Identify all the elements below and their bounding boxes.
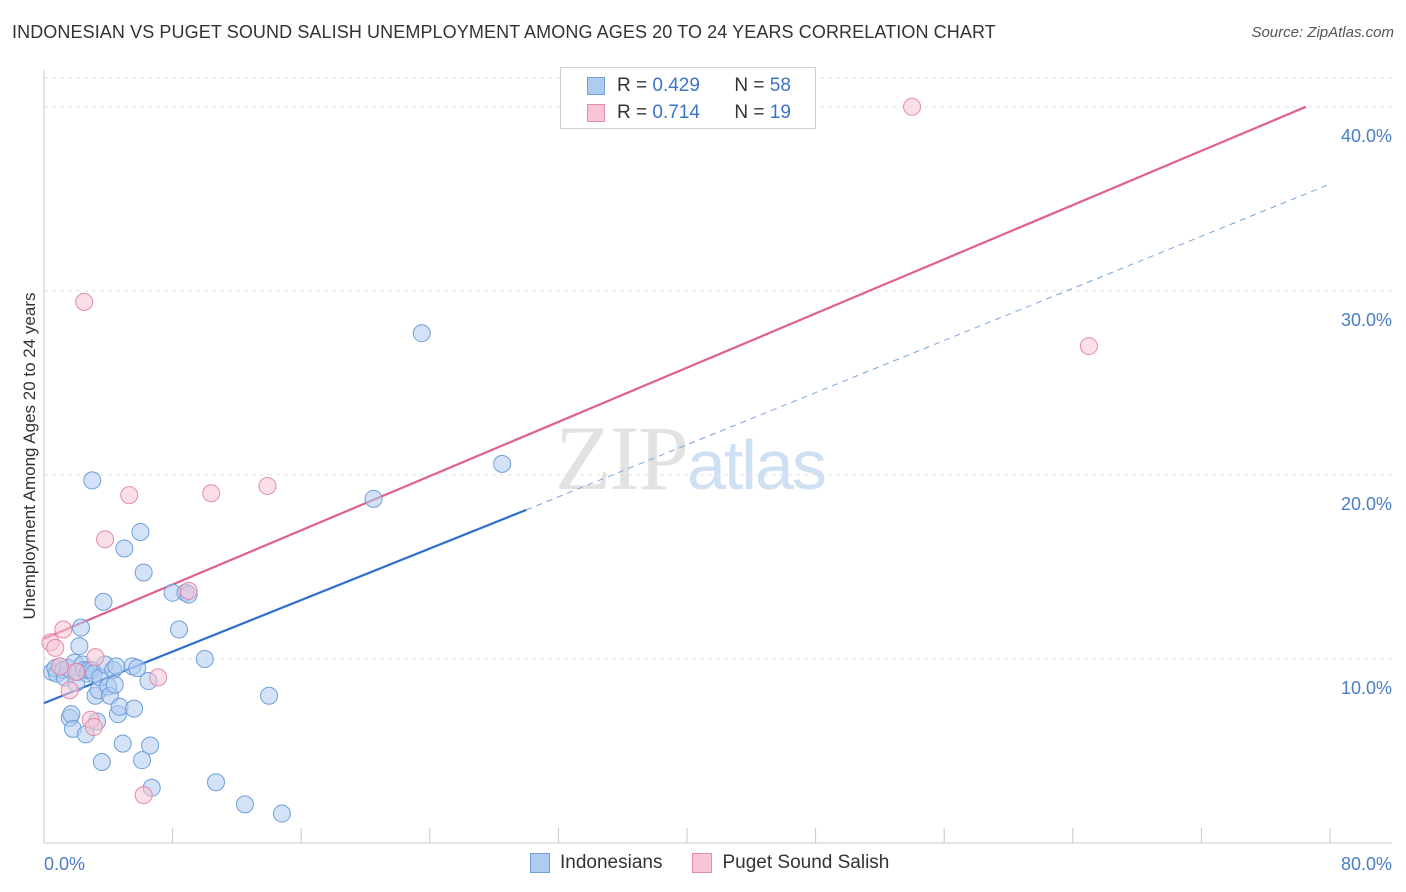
x-tick-label: 80.0% [1341, 854, 1392, 874]
indonesians-point [70, 637, 89, 656]
watermark-zip: ZIP [555, 407, 689, 509]
legend-r-label: R = [617, 75, 648, 96]
puget-sound-salish-point [149, 668, 168, 687]
data-points [41, 97, 1098, 823]
puget-sound-salish-point [54, 620, 73, 639]
puget-sound-salish-point [903, 97, 922, 116]
legend-n-label: N = [734, 102, 765, 123]
legend-n-value: 58 [769, 75, 791, 96]
indonesians-point [141, 736, 160, 755]
indonesians-point [128, 659, 147, 678]
correlation-legend: R = 0.429 N = 58 R = 0.714 N = 19 [560, 67, 816, 129]
puget-sound-salish-point [51, 657, 70, 676]
indonesians-trend-extension [526, 183, 1331, 511]
legend-n-label: N = [734, 75, 765, 96]
puget-sound-salish-trend-line [43, 105, 1307, 640]
puget-sound-salish-point [60, 681, 79, 700]
y-tick-label: 20.0% [1341, 494, 1392, 514]
watermark-atlas: atlas [687, 426, 827, 504]
y-tick-label: 40.0% [1341, 126, 1392, 146]
tick-labels: 10.0% 20.0% 30.0% 40.0% 0.0% 80.0% [44, 126, 1392, 874]
puget-sound-salish-point [84, 718, 103, 737]
indonesians-point [71, 618, 90, 637]
source-label: Source: ZipAtlas.com [1251, 24, 1394, 41]
puget-sound-salish-point [134, 786, 153, 805]
indonesians-point [105, 675, 124, 694]
indonesians-point [170, 620, 189, 639]
puget-sound-salish-point [46, 638, 65, 657]
indonesians-point [134, 563, 153, 582]
indonesians-point [272, 804, 291, 823]
indonesians-point [107, 657, 126, 676]
y-tick-label: 30.0% [1341, 310, 1392, 330]
indonesians-point [493, 454, 512, 473]
puget-sound-salish-point [96, 530, 115, 549]
series-legend: Indonesians Puget Sound Salish [530, 852, 919, 874]
legend-item-puget-sound-salish: Puget Sound Salish [692, 852, 889, 874]
legend-swatch-indonesians [530, 853, 550, 873]
legend-label-indonesians: Indonesians [560, 852, 663, 873]
x-tick-label: 0.0% [44, 854, 85, 874]
legend-swatch-puget-sound-salish [587, 104, 605, 122]
legend-n-value: 19 [769, 102, 791, 123]
watermark: ZIPatlas [555, 405, 827, 511]
indonesians-point [207, 773, 226, 792]
legend-swatch-puget-sound-salish [692, 853, 713, 873]
indonesians-point [235, 795, 254, 814]
puget-sound-salish-point [86, 648, 105, 667]
chart-title: INDONESIAN VS PUGET SOUND SALISH UNEMPLO… [12, 22, 996, 42]
legend-row-puget-sound-salish: R = 0.714 N = 19 [587, 101, 791, 125]
indonesians-point [83, 471, 102, 490]
indonesians-point [94, 592, 113, 611]
puget-sound-salish-point [1079, 337, 1098, 356]
puget-sound-salish-point [258, 476, 277, 495]
puget-sound-salish-point [179, 581, 198, 600]
indonesians-point [364, 489, 383, 508]
indonesians-point [115, 539, 134, 558]
indonesians-point [92, 753, 111, 772]
y-tick-label: 10.0% [1341, 678, 1392, 698]
legend-r-value: 0.714 [652, 102, 700, 123]
puget-sound-salish-point [75, 292, 94, 311]
puget-sound-salish-point [202, 484, 221, 503]
indonesians-trend-line [43, 508, 527, 705]
legend-item-indonesians: Indonesians [530, 852, 662, 874]
legend-swatch-indonesians [587, 77, 605, 95]
puget-sound-salish-point [67, 662, 86, 681]
indonesians-point [195, 649, 214, 668]
indonesians-point [412, 324, 431, 343]
puget-sound-salish-point [120, 486, 139, 505]
indonesians-point [131, 522, 150, 541]
legend-r-label: R = [617, 102, 648, 123]
axes [43, 70, 1392, 844]
legend-label-puget-sound-salish: Puget Sound Salish [722, 852, 890, 873]
legend-r-value: 0.429 [652, 75, 700, 96]
grid-lines [44, 77, 1392, 660]
legend-row-indonesians: R = 0.429 N = 58 [587, 74, 791, 98]
trend-lines [43, 105, 1331, 705]
indonesians-point [113, 734, 132, 753]
indonesians-point [133, 751, 152, 770]
indonesians-point [260, 686, 279, 705]
indonesians-point [125, 699, 144, 718]
